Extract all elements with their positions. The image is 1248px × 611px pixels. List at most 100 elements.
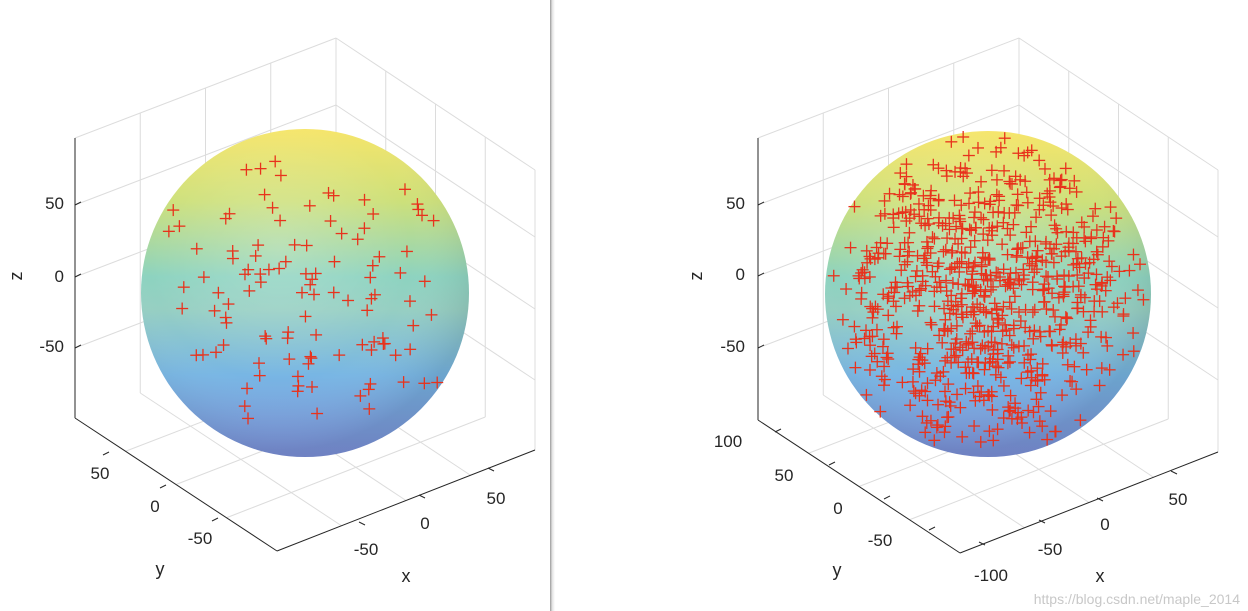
right-data-point — [1021, 349, 1034, 362]
right-data-point — [1033, 325, 1046, 338]
right-data-point — [962, 257, 975, 270]
right-x-tick-mark — [978, 541, 986, 546]
right-data-point — [1027, 406, 1040, 419]
right-data-point — [955, 308, 968, 321]
right-data-point — [878, 379, 891, 392]
left-x-tick-2: 0 — [420, 514, 429, 533]
right-data-point — [852, 269, 865, 282]
right-data-point — [1088, 305, 1101, 318]
right-data-point — [920, 416, 933, 429]
right-data-point — [1033, 154, 1046, 167]
right-data-point — [921, 259, 934, 272]
right-data-point — [904, 399, 917, 412]
right-data-point — [954, 215, 967, 228]
right-data-point — [966, 287, 979, 300]
right-data-point — [922, 240, 935, 253]
right-data-point — [972, 356, 985, 369]
right-data-point — [1068, 174, 1081, 187]
right-z-tick-1: 50 — [726, 194, 745, 213]
right-data-point — [1017, 263, 1030, 276]
left-data-point — [190, 349, 203, 362]
left-data-point — [240, 163, 253, 176]
watermark-text: https://blog.csdn.net/maple_2014 — [1033, 591, 1240, 607]
right-data-point — [1026, 306, 1039, 319]
right-data-point — [1053, 323, 1066, 336]
left-data-point — [364, 271, 377, 284]
left-data-point — [254, 276, 267, 289]
left-data-point — [327, 286, 340, 299]
right-data-point — [1052, 291, 1065, 304]
right-data-point — [1054, 180, 1067, 193]
right-data-point — [984, 195, 997, 208]
left-data-point — [291, 385, 304, 398]
right-data-point — [1066, 375, 1079, 388]
right-data-point — [1060, 198, 1073, 211]
left-data-point — [427, 214, 440, 227]
right-data-point — [930, 367, 943, 380]
right-data-point — [930, 421, 943, 434]
right-data-point — [1010, 249, 1023, 262]
left-data-point — [253, 369, 266, 382]
left-data-point — [373, 250, 386, 263]
right-data-point — [1104, 201, 1117, 214]
left-data-point — [425, 308, 438, 321]
right-data-point — [959, 247, 972, 260]
right-z-tick-mark — [757, 272, 765, 277]
right-data-point — [1058, 280, 1071, 293]
right-data-point — [1090, 224, 1103, 237]
left-data-point — [335, 227, 348, 240]
left-data-point — [295, 286, 308, 299]
right-data-point — [1078, 220, 1091, 233]
right-data-point — [882, 309, 895, 322]
right-data-point — [1014, 315, 1027, 328]
left-data-point — [400, 245, 413, 258]
left-z-tick-mark — [74, 273, 82, 278]
left-data-point — [322, 186, 335, 199]
right-data-point — [1062, 270, 1075, 283]
right-data-point — [997, 412, 1010, 425]
right-data-point — [827, 269, 840, 282]
right-data-point — [996, 238, 1009, 251]
right-data-point — [1104, 274, 1117, 287]
right-data-point — [1040, 270, 1053, 283]
right-data-point — [855, 286, 868, 299]
right-data-point — [963, 223, 976, 236]
right-data-point — [913, 389, 926, 402]
right-data-point — [988, 336, 1001, 349]
left-x-tick-mark — [418, 494, 426, 499]
right-data-point — [868, 347, 881, 360]
right-data-point — [1077, 346, 1090, 359]
right-data-point — [932, 193, 945, 206]
right-data-point — [999, 280, 1012, 293]
right-data-point — [1098, 220, 1111, 233]
right-data-point — [878, 360, 891, 373]
right-data-point — [1005, 302, 1018, 315]
left-grid-line — [74, 104, 337, 206]
left-data-point — [273, 262, 286, 275]
right-data-point — [1055, 250, 1068, 263]
right-data-point — [1127, 248, 1140, 261]
right-data-point — [948, 194, 961, 207]
left-data-point — [177, 281, 190, 294]
right-data-point — [924, 247, 937, 260]
left-data-point — [418, 275, 431, 288]
right-data-point — [1022, 404, 1035, 417]
right-data-point — [1003, 175, 1016, 188]
right-data-point — [906, 285, 919, 298]
right-data-point — [871, 355, 884, 368]
right-data-point — [976, 339, 989, 352]
right-data-point — [956, 344, 969, 357]
right-data-point — [1067, 258, 1080, 271]
left-figure: 50 0 -50 z 50 0 -50 y -50 0 50 x — [0, 0, 550, 611]
right-data-point — [841, 342, 854, 355]
right-z-tick-3: -50 — [720, 337, 745, 356]
right-data-point — [1071, 252, 1084, 265]
right-data-point — [1003, 329, 1016, 342]
right-data-point — [858, 266, 871, 279]
right-data-point — [1026, 276, 1039, 289]
right-data-point — [898, 236, 911, 249]
right-data-point — [1011, 188, 1024, 201]
right-data-point — [907, 363, 920, 376]
right-data-point — [896, 376, 909, 389]
left-data-point — [365, 343, 378, 356]
